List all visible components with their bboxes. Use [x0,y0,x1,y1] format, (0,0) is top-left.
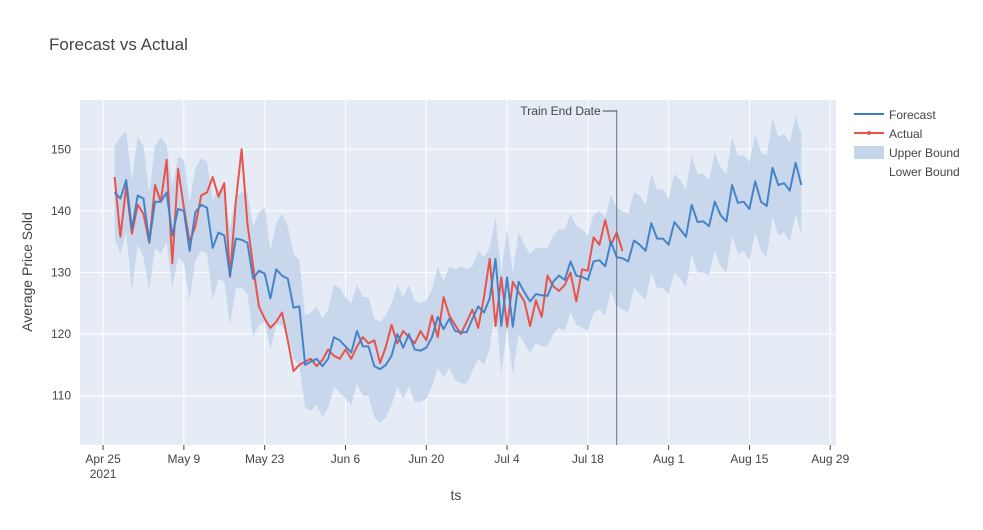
x-tick-label: Jul 4 [494,452,520,466]
legend-item-lower-bound[interactable]: Lower Bound [889,165,960,179]
legend-item-actual[interactable]: Actual [854,127,922,141]
x-tick-label: Jul 18 [572,452,604,466]
legend-label-forecast: Forecast [889,108,936,122]
x-tick-label: Aug 1 [653,452,685,466]
x-axis-title: ts [451,487,462,503]
legend-item-upper-bound[interactable]: Upper Bound [854,146,960,160]
legend[interactable]: Forecast Actual Upper Bound Lower Bound [854,108,960,179]
y-tick-label: 130 [51,266,71,280]
x-tick-label: Aug 29 [811,452,849,466]
y-axis-ticks: 110 120 130 140 150 [51,142,71,402]
x-tick-label: Jun 20 [408,452,444,466]
legend-label-upper-bound: Upper Bound [889,146,960,160]
legend-swatch-upper-bound [854,146,884,159]
legend-item-forecast[interactable]: Forecast [854,108,936,122]
forecast-line [113,161,803,371]
series-lines [113,148,803,373]
legend-label-actual: Actual [889,127,922,141]
x-tick-label: Apr 25 [85,452,121,466]
x-tick-label: Jun 6 [331,452,361,466]
y-tick-label: 150 [51,142,71,156]
legend-marker-actual [867,131,871,135]
annotation-layer: Train End Date [520,104,618,445]
y-tick-label: 140 [51,204,71,218]
upper-lower-bound-band [114,115,802,424]
confidence-band [114,115,802,424]
x-tick-sublabel: 2021 [90,467,117,481]
x-tick-label: May 9 [168,452,201,466]
y-tick-label: 120 [51,327,71,341]
legend-label-lower-bound: Lower Bound [889,165,960,179]
y-axis-title: Average Price Sold [19,212,35,332]
y-tick-label: 110 [52,389,71,403]
x-tick-label: May 23 [245,452,285,466]
chart-title: Forecast vs Actual [49,35,188,54]
x-tick-label: Aug 15 [730,452,768,466]
train-end-annotation: Train End Date [520,104,601,118]
